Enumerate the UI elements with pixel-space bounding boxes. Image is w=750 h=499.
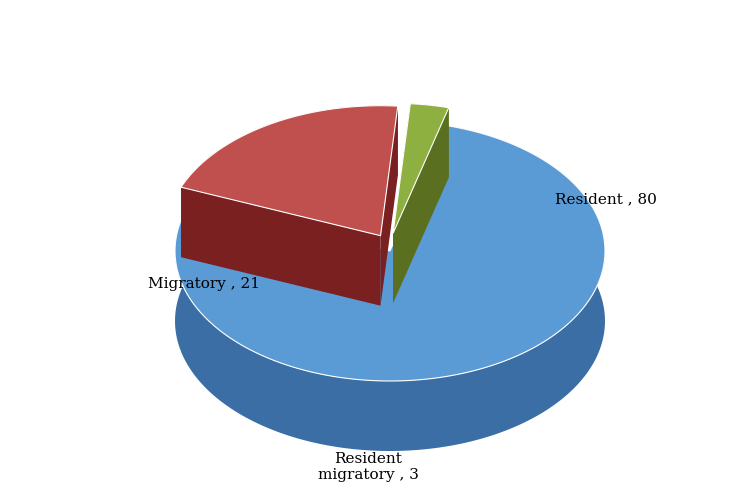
- Polygon shape: [393, 104, 410, 303]
- Polygon shape: [175, 125, 605, 381]
- Text: Resident
migratory , 3: Resident migratory , 3: [317, 452, 419, 482]
- Polygon shape: [181, 106, 398, 236]
- Polygon shape: [380, 106, 398, 306]
- Polygon shape: [190, 203, 390, 321]
- Polygon shape: [175, 125, 605, 451]
- Polygon shape: [393, 108, 448, 303]
- Polygon shape: [410, 104, 448, 178]
- Polygon shape: [181, 187, 380, 306]
- Polygon shape: [181, 106, 398, 257]
- Text: Resident , 80: Resident , 80: [555, 192, 657, 206]
- Text: Migratory , 21: Migratory , 21: [148, 277, 260, 291]
- Polygon shape: [393, 104, 448, 233]
- Polygon shape: [390, 125, 445, 321]
